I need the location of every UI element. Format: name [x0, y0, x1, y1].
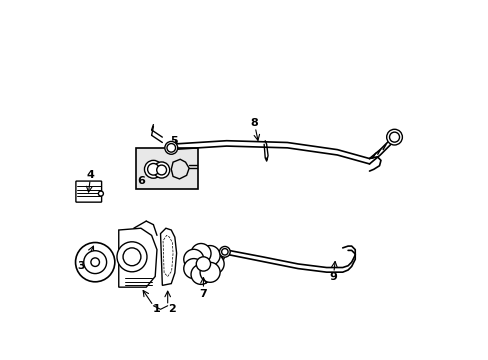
Text: 2: 2 [168, 304, 176, 314]
Circle shape [219, 247, 230, 257]
FancyBboxPatch shape [135, 148, 198, 189]
Text: 8: 8 [249, 118, 257, 128]
Text: 5: 5 [170, 136, 177, 147]
Circle shape [75, 243, 115, 282]
Circle shape [196, 257, 210, 271]
Circle shape [147, 163, 159, 175]
Circle shape [153, 162, 169, 178]
Circle shape [166, 144, 175, 152]
Text: 9: 9 [328, 272, 336, 282]
Circle shape [191, 243, 211, 264]
Circle shape [91, 258, 99, 266]
Circle shape [123, 248, 141, 266]
Circle shape [156, 165, 166, 175]
Circle shape [183, 258, 203, 279]
Circle shape [117, 242, 147, 272]
Text: 7: 7 [199, 289, 207, 298]
Circle shape [98, 191, 103, 196]
Circle shape [183, 249, 203, 269]
Text: 3: 3 [77, 261, 84, 271]
Circle shape [144, 160, 162, 178]
Text: 4: 4 [86, 170, 94, 180]
Text: 6: 6 [137, 176, 144, 186]
Circle shape [200, 262, 220, 282]
Circle shape [83, 251, 106, 274]
Circle shape [164, 141, 177, 154]
Circle shape [191, 264, 211, 284]
Circle shape [203, 254, 224, 274]
Circle shape [200, 246, 220, 266]
Circle shape [389, 132, 399, 142]
Circle shape [386, 129, 402, 145]
Circle shape [221, 249, 227, 255]
Text: 1: 1 [153, 304, 161, 314]
